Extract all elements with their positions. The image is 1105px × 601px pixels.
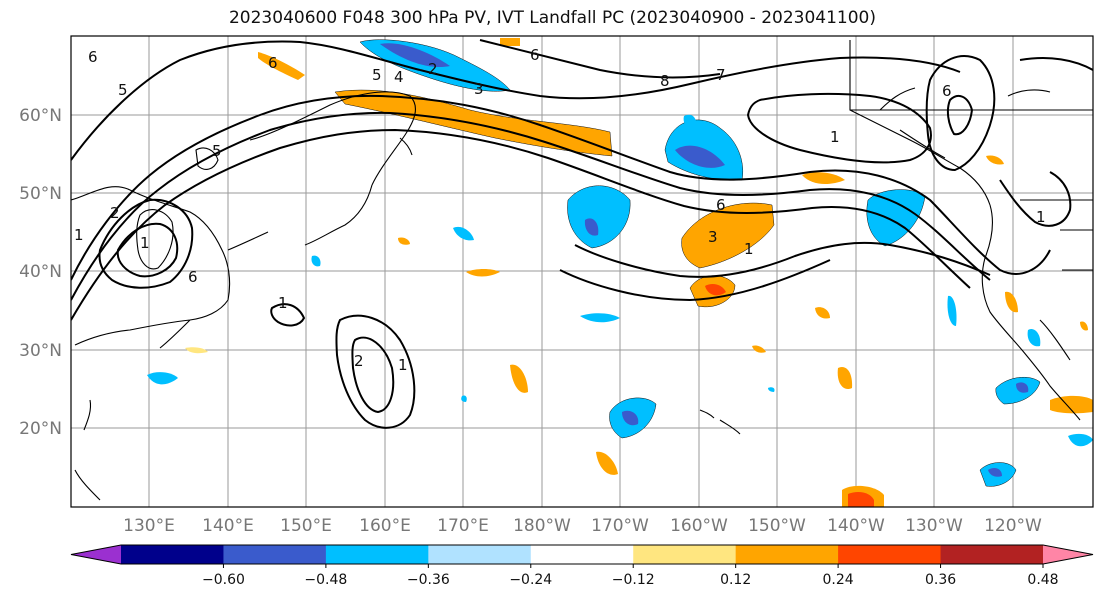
- svg-text:1: 1: [830, 128, 840, 146]
- colorbar: −0.60 −0.48 −0.36 −0.24 −0.12 0.12 0.24 0.36 0.4…: [70, 544, 1094, 588]
- svg-text:6: 6: [942, 82, 952, 100]
- colorbar-bin: [735, 545, 839, 564]
- svg-text:5: 5: [372, 66, 382, 84]
- colorbar-bin: [121, 545, 224, 564]
- svg-text:1: 1: [744, 240, 754, 258]
- plot-border: [70, 35, 1094, 508]
- colorbar-tick-label: 0.12: [720, 572, 751, 588]
- lon-label: 160°W: [670, 516, 728, 536]
- svg-text:5: 5: [212, 142, 222, 160]
- svg-text:2: 2: [354, 352, 364, 370]
- colorbar-bin: [633, 545, 737, 564]
- svg-text:7: 7: [716, 66, 726, 84]
- lon-label: 140°W: [827, 516, 885, 536]
- colorbar-tick-label: 0.36: [925, 572, 956, 588]
- colorbar-tick-label: −0.12: [612, 572, 655, 588]
- svg-text:1: 1: [140, 234, 150, 252]
- colorbar-tick-label: −0.60: [202, 572, 245, 588]
- coastlines: [71, 40, 1093, 501]
- lat-label: 20°N: [19, 419, 62, 439]
- svg-text:8: 8: [660, 72, 670, 90]
- colorbar-bin: [530, 545, 634, 564]
- svg-text:6: 6: [188, 268, 198, 286]
- svg-text:5: 5: [118, 81, 128, 99]
- longitude-labels: 130°E 140°E 150°E 160°E 170°E 180°W 170°…: [123, 516, 1042, 536]
- lon-label: 130°W: [905, 516, 963, 536]
- svg-text:3: 3: [474, 80, 484, 98]
- svg-text:1: 1: [1036, 208, 1046, 226]
- colorbar-bin: [428, 545, 532, 564]
- lon-label: 180°W: [513, 516, 571, 536]
- lon-label: 140°E: [202, 516, 254, 536]
- colorbar-extend-high: [1043, 545, 1093, 564]
- colorbar-tick-label: −0.36: [407, 572, 450, 588]
- lat-label: 50°N: [19, 184, 62, 204]
- lon-label: 160°E: [359, 516, 411, 536]
- svg-text:6: 6: [88, 48, 98, 66]
- colorbar-tick-label: −0.48: [304, 572, 347, 588]
- svg-text:1: 1: [398, 356, 408, 374]
- svg-text:6: 6: [530, 46, 540, 64]
- svg-text:1: 1: [74, 226, 84, 244]
- lon-label: 170°E: [437, 516, 489, 536]
- map-title: 2023040600 F048 300 hPa PV, IVT Landfall…: [228, 8, 876, 28]
- lon-label: 150°E: [280, 516, 332, 536]
- colorbar-bin: [838, 545, 942, 564]
- svg-text:6: 6: [716, 196, 726, 214]
- colorbar-bin: [325, 545, 429, 564]
- latitude-labels: 60°N 50°N 40°N 30°N 20°N: [19, 106, 62, 439]
- contour-labels: 6 5 6 5 4 2 3 6 7 8 6 1 1 5 2 1 6 6 3 1 …: [74, 46, 1046, 374]
- pv-contours: [71, 39, 1093, 429]
- colorbar-outline: [70, 544, 1094, 565]
- lat-label: 60°N: [19, 106, 62, 126]
- lat-label: 40°N: [19, 262, 62, 282]
- svg-text:1: 1: [278, 294, 288, 312]
- colorbar-tick-label: 0.24: [823, 572, 854, 588]
- lon-label: 130°E: [123, 516, 175, 536]
- lon-label: 170°W: [591, 516, 649, 536]
- colorbar-bin: [223, 545, 327, 564]
- svg-text:4: 4: [394, 68, 404, 86]
- colorbar-extend-low: [71, 545, 121, 564]
- colorbar-bin: [940, 545, 1044, 564]
- lon-label: 120°W: [984, 516, 1042, 536]
- lon-label: 150°W: [748, 516, 806, 536]
- svg-text:2: 2: [428, 60, 438, 78]
- svg-text:2: 2: [110, 204, 120, 222]
- svg-text:6: 6: [268, 54, 278, 72]
- svg-text:3: 3: [708, 228, 718, 246]
- lat-label: 30°N: [19, 341, 62, 361]
- colorbar-tick-label: −0.24: [509, 572, 552, 588]
- colorbar-tick-label: 0.48: [1027, 572, 1058, 588]
